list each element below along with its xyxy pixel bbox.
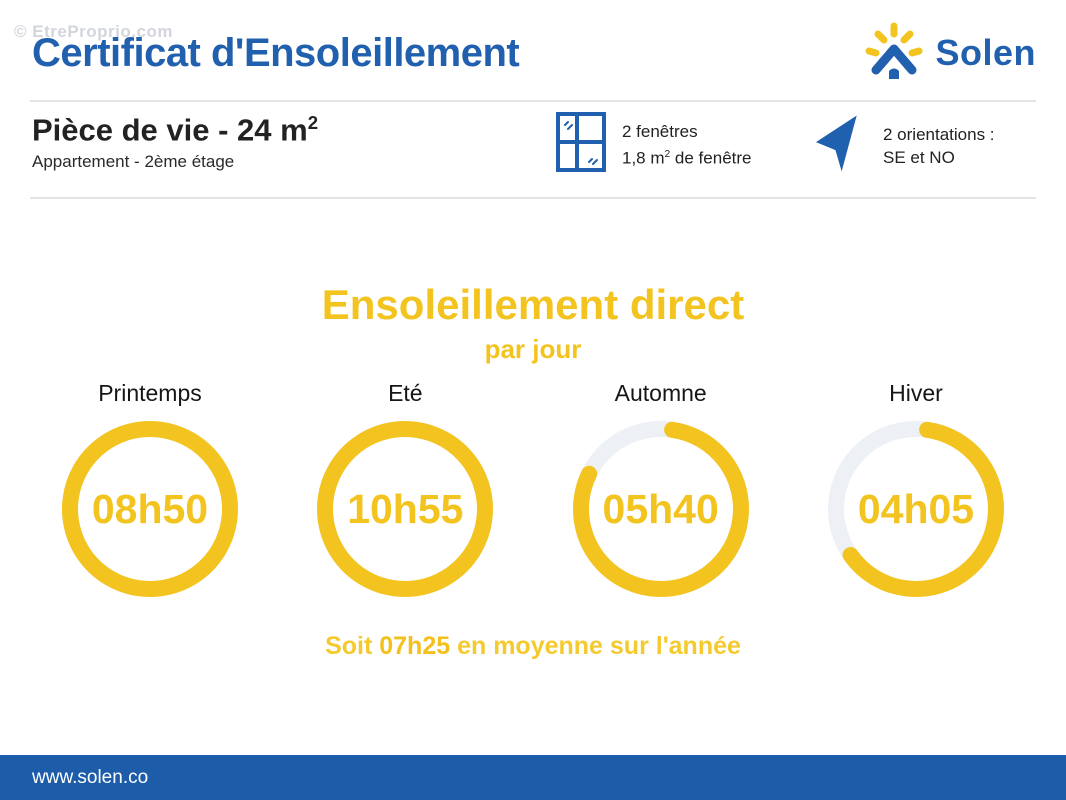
footer-bar: www.solen.co [0,755,1066,800]
gauge-label: Printemps [98,380,202,406]
page-title: Certificat d'Ensoleillement [32,30,520,75]
gauge-ring: 08h50 [60,419,240,599]
info-row: Pièce de vie - 24 m2 Appartement - 2ème … [32,112,1036,179]
season-gauges: Printemps 08h50 Eté 10h55 Automne [40,380,1026,599]
orientations-count: 2 orientations : [883,124,995,144]
windows-area: 1,8 m2 de fenêtre [622,148,752,168]
gauge-automne: Automne 05h40 [551,380,771,599]
gauge-hiver: Hiver 04h05 [806,380,1026,599]
average-value: 07h25 [379,632,451,660]
orientations-info: 2 orientations : SE et NO [811,112,1036,179]
gauge-label: Automne [614,380,707,406]
orientations-text: 2 orientations : SE et NO [883,123,995,169]
compass-arrow-icon [811,112,867,179]
room-info: Pièce de vie - 24 m2 Appartement - 2ème … [32,112,556,172]
gauge-label: Eté [388,380,423,406]
brand-logo: Solen [863,22,1036,85]
gauge-ring: 04h05 [826,419,1006,599]
room-subtitle: Appartement - 2ème étage [32,152,235,172]
windows-text: 2 fenêtres 1,8 m2 de fenêtre [622,120,751,170]
footer-url-link[interactable]: www.solen.co [32,766,149,788]
divider-top [30,100,1036,102]
gauge-label: Hiver [889,380,943,406]
gauge-value: 05h40 [602,485,719,532]
gauge-ring: 05h40 [571,419,751,599]
orientations-values: SE et NO [883,147,955,167]
header: Certificat d'Ensoleillement [32,18,1036,88]
room-title: Pièce de vie - 24 m2 [32,112,319,148]
sun-house-icon [863,22,925,85]
divider-info [30,197,1036,199]
section-subtitle: par jour [484,334,582,364]
gauge-value: 08h50 [91,485,209,532]
section-title: Ensoleillement direct [321,281,745,328]
gauge-ete: Eté 10h55 [295,380,515,599]
gauge-value: 10h55 [347,485,464,532]
watermark: © EtreProprio.com [14,22,173,41]
windows-info: 2 fenêtres 1,8 m2 de fenêtre [556,112,811,177]
window-icon [556,112,606,177]
gauge-printemps: Printemps 08h50 [40,380,260,599]
windows-count: 2 fenêtres [622,121,698,141]
brand-name: Solen [935,32,1036,73]
yearly-average: Soit 07h25 en moyenne sur l'année [325,632,741,660]
gauge-ring: 10h55 [315,419,495,599]
gauge-value: 04h05 [857,485,975,532]
